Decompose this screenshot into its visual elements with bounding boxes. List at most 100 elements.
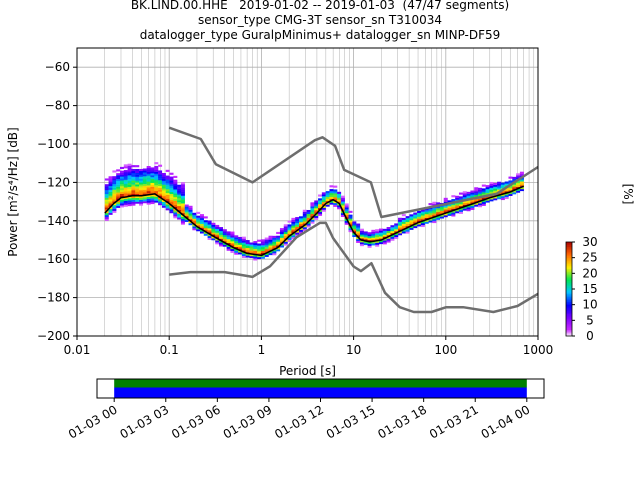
psd-cell (504, 183, 509, 186)
psd-cell (104, 195, 109, 198)
psd-cell (356, 231, 361, 234)
psd-cell (169, 178, 174, 181)
psd-cell (337, 193, 342, 196)
psd-cell (432, 203, 437, 206)
psd-cell (158, 164, 163, 167)
psd-cell (299, 231, 304, 234)
psd-cell (512, 192, 517, 195)
psd-cell (302, 211, 307, 214)
psd-cell (371, 235, 376, 238)
colorbar-segment (566, 328, 572, 331)
psd-cell (363, 233, 368, 236)
psd-cell (260, 239, 265, 242)
x-tick-label: 0.1 (160, 343, 179, 357)
psd-cell (207, 230, 212, 233)
psd-cell (169, 207, 174, 210)
colorbar-segment (566, 265, 572, 268)
psd-cell (108, 185, 113, 188)
psd-cell (394, 236, 399, 239)
psd-cell (139, 197, 144, 200)
psd-cell (207, 232, 212, 235)
psd-cell (451, 206, 456, 209)
psd-cell (295, 220, 300, 224)
psd-cell (485, 188, 490, 192)
psd-cell (222, 242, 227, 245)
psd-cell (234, 252, 239, 255)
psd-cell (139, 203, 144, 206)
psd-cell (226, 239, 231, 242)
psd-cell (169, 209, 174, 212)
psd-cell (340, 203, 345, 206)
psd-cell (260, 252, 265, 255)
psd-cell (424, 221, 429, 224)
psd-cell (409, 222, 414, 225)
psd-cell (318, 202, 323, 205)
psd-cell (291, 235, 296, 238)
psd-cell (409, 218, 414, 221)
psd-cell (150, 171, 155, 174)
psd-cell (139, 182, 144, 185)
psd-cell (158, 193, 163, 196)
psd-cell (184, 206, 189, 209)
psd-cell (177, 190, 182, 193)
psd-cell (161, 182, 166, 185)
psd-cell (116, 190, 121, 193)
psd-cell (184, 219, 189, 223)
psd-cell (154, 167, 159, 171)
psd-cell (378, 238, 383, 241)
psd-cell (139, 170, 144, 173)
psd-cell (207, 228, 212, 231)
y-tick-label: −160 (37, 252, 70, 266)
psd-cell (367, 239, 372, 243)
psd-cell (169, 205, 174, 208)
psd-cell (436, 213, 441, 217)
psd-cell (211, 228, 216, 231)
psd-cell (508, 180, 513, 183)
psd-cell (207, 237, 212, 240)
psd-cell (199, 217, 204, 221)
psd-cell (302, 213, 307, 216)
psd-cell (497, 187, 502, 190)
psd-cell (500, 184, 505, 187)
psd-cell (291, 233, 296, 236)
psd-cell (279, 228, 284, 231)
psd-cell (512, 178, 517, 181)
psd-cell (359, 242, 364, 245)
psd-cell (458, 192, 463, 195)
psd-cell (127, 194, 132, 197)
psd-cell (196, 217, 201, 220)
psd-cell (279, 243, 284, 246)
psd-cell (386, 238, 391, 241)
psd-cell (188, 217, 193, 220)
chart-title-line-3: datalogger_type GuralpMinimus+ datalogge… (139, 28, 501, 42)
psd-cell (390, 238, 395, 241)
psd-cell (146, 198, 151, 201)
psd-cell (215, 240, 220, 243)
psd-cell (337, 199, 342, 202)
psd-cell (154, 175, 159, 178)
psd-cell (165, 177, 170, 180)
psd-cell (165, 204, 170, 207)
psd-cell (478, 189, 483, 192)
psd-cell (272, 243, 277, 246)
psd-cell (409, 225, 414, 228)
psd-cell (264, 243, 269, 246)
psd-cell (230, 248, 235, 251)
psd-cell (344, 209, 349, 212)
psd-cell (470, 207, 475, 210)
psd-cell (516, 184, 521, 187)
psd-cell (180, 187, 185, 191)
psd-cell (192, 220, 197, 223)
colorbar-segment (566, 287, 572, 290)
psd-cell (264, 252, 269, 256)
psd-cell (154, 169, 159, 172)
psd-cell (359, 238, 364, 241)
psd-cell (382, 228, 387, 231)
psd-cell (439, 206, 444, 209)
psd-cell (112, 206, 117, 210)
psd-cell (180, 184, 185, 187)
psd-cell (116, 177, 121, 180)
psd-cell (516, 177, 521, 180)
psd-cell (104, 214, 109, 218)
psd-cell (481, 190, 486, 193)
